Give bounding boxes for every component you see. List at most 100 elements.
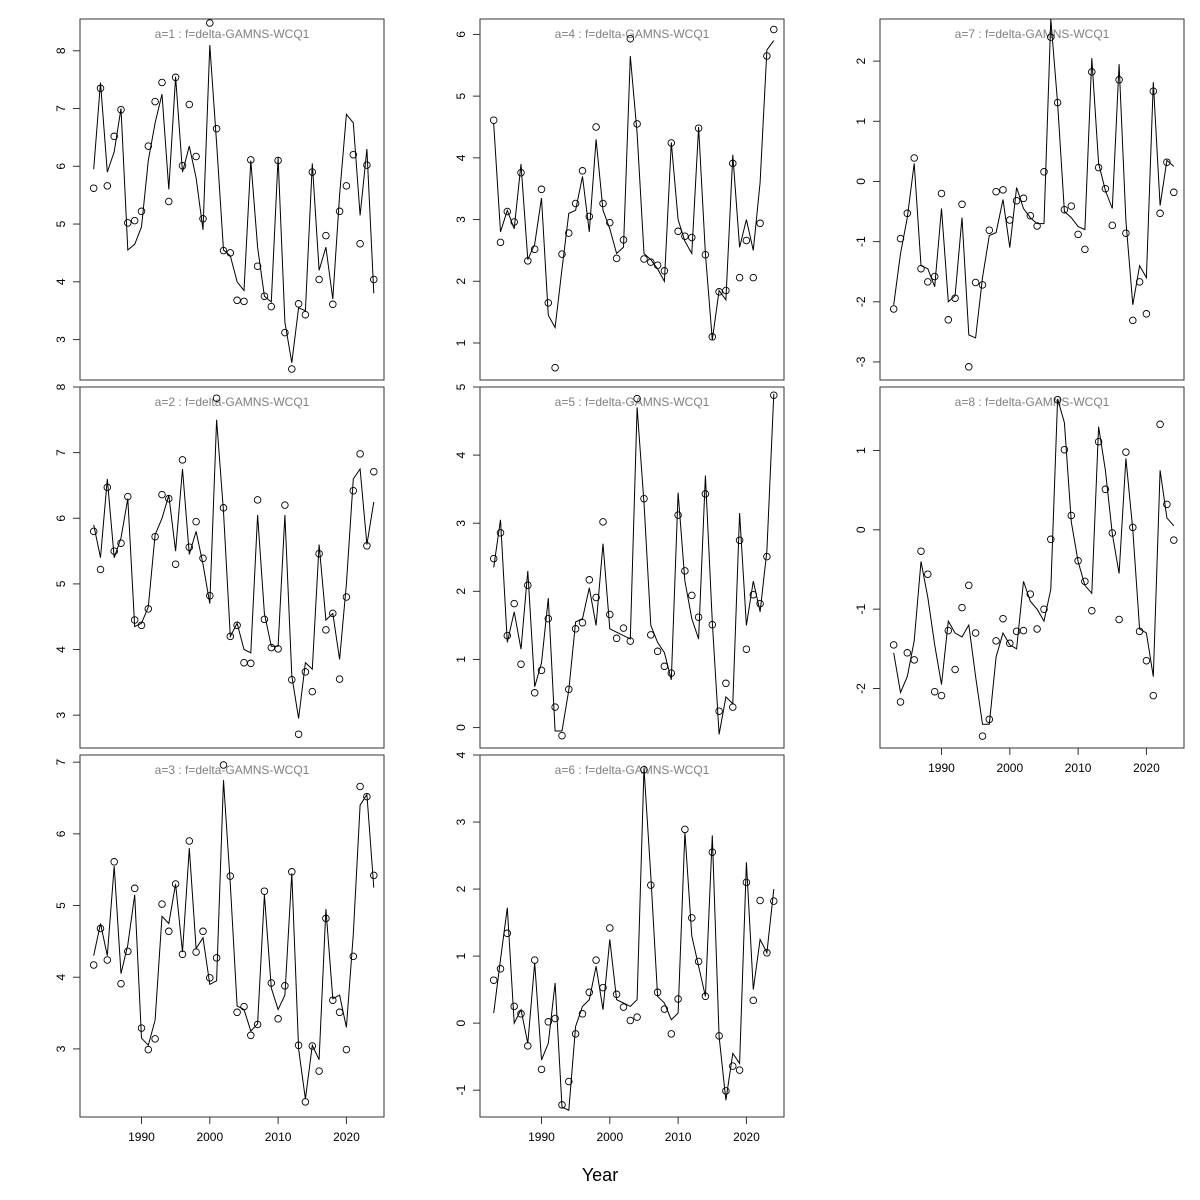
panel-5-frame (479, 386, 785, 749)
panel-3-data-point (212, 954, 221, 962)
panel-4-data-point (729, 159, 737, 168)
panel-7-data-point (992, 187, 1000, 196)
panel-3-data-point (342, 1045, 351, 1054)
panel-4-data-point (599, 199, 607, 208)
panel-5-data-point (688, 591, 696, 600)
panel-6-data-point (756, 896, 764, 905)
panel-4-title: a=4 : f=delta-GAMNS-WCQ1 (555, 27, 710, 41)
panel-1-data-point (192, 152, 200, 161)
panel-7-data-point (1067, 202, 1076, 210)
panel-4-data-point (763, 52, 771, 60)
panel-5-data-point (660, 662, 669, 671)
panel-1-data-point (233, 296, 241, 305)
panel-5-data-point (578, 618, 587, 627)
panel-8-data-point (1012, 627, 1021, 636)
panel-6-data-point (544, 1018, 553, 1026)
panel-2-ytick-label: 8 (54, 383, 68, 390)
panel-8-xtick-label: 2010 (1065, 761, 1092, 775)
panel-1-data-point (171, 73, 180, 82)
panel-5-data-point (722, 679, 730, 688)
panel-8-data-point (917, 547, 925, 555)
panel-6-ytick-label: 4 (454, 751, 468, 758)
panel-1-data-point (335, 207, 344, 216)
panel-8-data-point (1047, 535, 1055, 544)
panel-3-data-point (89, 961, 98, 969)
panel-7-data-point (1156, 209, 1164, 218)
panel-8-xtick-label: 1990 (928, 761, 955, 775)
panel-5-data-point (612, 634, 621, 643)
panel-2-data-point (192, 517, 200, 526)
panel-2-data-point (349, 486, 358, 495)
panel-3-data-point (110, 858, 118, 866)
panel-6-data-point (688, 914, 696, 922)
panel-2-data-point (206, 591, 214, 600)
panel-5-data-point (626, 637, 635, 645)
panel-8-data-point (971, 629, 980, 637)
panel-1-data-point (199, 215, 207, 223)
panel-3-ytick-label: 6 (54, 830, 68, 837)
panel-2-data-point (144, 605, 153, 613)
panel-1-data-point (226, 249, 235, 257)
panel-7-data-point (1115, 76, 1123, 84)
panel-7-data-point (889, 305, 898, 313)
panel-1-data-point (212, 124, 221, 133)
panel-3-data-point (294, 1041, 303, 1050)
panel-5-title: a=5 : f=delta-GAMNS-WCQ1 (555, 395, 710, 409)
panel-5-data-point (681, 567, 689, 575)
panel-5-data-point (558, 731, 566, 740)
panel-2-data-point (226, 632, 235, 641)
panel-8-data-point (958, 603, 966, 612)
panel-3-data-point (253, 1020, 262, 1029)
panel-1-fit-line (93, 44, 375, 363)
panel-4-data-point (619, 236, 628, 244)
panel-3-data-point (329, 996, 337, 1004)
panel-3-data-point (349, 952, 358, 961)
panel-4-data-point (544, 299, 553, 307)
panel-1-data-point (308, 168, 317, 176)
panel-5-ytick-label: 4 (454, 451, 468, 458)
panel-6-data-point (558, 1101, 566, 1109)
panel-6-frame (479, 754, 785, 1118)
panel-6-data-point (606, 924, 614, 932)
panel-6-data-point (496, 965, 505, 973)
panel-1-data-point (260, 292, 269, 300)
panel-7-data-point (944, 316, 953, 324)
panel-7-data-point (1019, 194, 1028, 203)
panel-3-data-point (171, 880, 180, 888)
panel-7-data-point (1012, 196, 1021, 205)
panel-2-data-point (308, 687, 317, 696)
panel-5-data-point (701, 490, 710, 498)
panel-4-data-point (537, 185, 546, 194)
panel-1-ytick-label: 7 (54, 105, 68, 112)
panel-6-xtick-label: 2020 (733, 1130, 760, 1144)
panel-4-data-point (749, 273, 758, 282)
panel-2-data-point (260, 615, 269, 624)
panel-7-title: a=7 : f=delta-GAMNS-WCQ1 (955, 27, 1110, 41)
panel-2-data-point (329, 609, 337, 618)
panel-6-ytick-label: 3 (454, 818, 468, 825)
panel-4-data-point (660, 267, 669, 275)
panel-8-data-point (1067, 511, 1076, 520)
panel-3-data-point (335, 1008, 344, 1017)
panel-8-ytick-label: -1 (854, 603, 868, 614)
panel-4-ytick-label: 1 (454, 339, 468, 346)
panel-5-data-point (742, 645, 751, 653)
panel-6-data-point (633, 1013, 641, 1021)
panel-7-fit-line (893, 18, 1175, 339)
panel-4-data-point (756, 219, 764, 228)
panel-1-ytick-label: 4 (54, 278, 68, 285)
panel-7-data-point (985, 226, 994, 234)
panel-1-data-point (178, 161, 187, 170)
panel-2-data-point (124, 492, 132, 501)
panel-6-data-point (722, 1087, 730, 1095)
panel-8-data-point (1149, 691, 1158, 700)
panel-3-data-point (158, 900, 166, 908)
panel-1-data-point (281, 328, 289, 337)
panel-6-xtick-label: 1990 (528, 1130, 555, 1144)
panel-8-data-point (937, 691, 946, 700)
panel-8-data-point (1142, 656, 1151, 665)
panel-6-data-point (647, 881, 655, 889)
panel-6-ytick-label: 1 (454, 952, 468, 959)
panel-1-data-point (110, 132, 118, 141)
panel-5-data-point (530, 689, 539, 697)
